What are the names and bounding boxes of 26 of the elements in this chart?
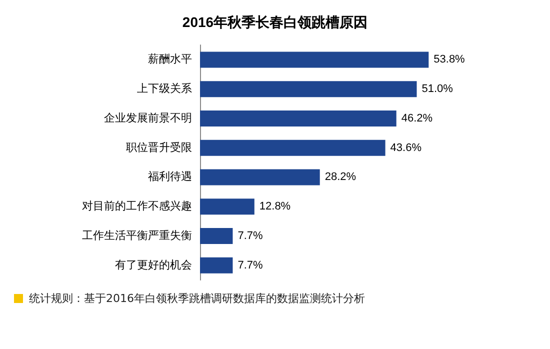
bar — [200, 198, 254, 215]
text: 统计规则：基于2016年白领秋季跳槽调研数据库的数据监测统计分析 — [29, 290, 365, 306]
bar — [200, 169, 320, 186]
chart-title: 2016年秋季长春白领跳槽原因 — [182, 14, 368, 30]
y-tick-label: 薪酬水平 — [148, 52, 192, 66]
data-label: 46.2% — [401, 112, 433, 124]
bar — [200, 228, 233, 244]
y-tick-label: 企业发展前景不明 — [104, 111, 192, 124]
data-label: 43.6% — [390, 142, 422, 154]
data-label: 53.8% — [434, 54, 466, 66]
y-tick-label: 职位晋升受限 — [126, 140, 192, 154]
y-tick-label: 工作生活平衡严重失衡 — [82, 228, 192, 242]
bar — [200, 140, 386, 156]
y-tick-label: 有了更好的机会 — [115, 259, 192, 272]
y-tick-label: 上下级关系 — [137, 82, 192, 96]
bar — [200, 257, 233, 274]
bar — [200, 81, 417, 98]
y-tick-label: 福利待遇 — [148, 170, 192, 184]
data-label: 51.0% — [422, 83, 454, 96]
data-label: 7.7% — [238, 259, 264, 272]
data-label: 7.7% — [238, 230, 264, 242]
data-label: 28.2% — [324, 171, 356, 184]
bar — [200, 110, 396, 126]
y-tick-label: 对目前的工作不感兴趣 — [82, 200, 192, 213]
bar — [200, 52, 429, 68]
data-label: 12.8% — [259, 200, 291, 213]
